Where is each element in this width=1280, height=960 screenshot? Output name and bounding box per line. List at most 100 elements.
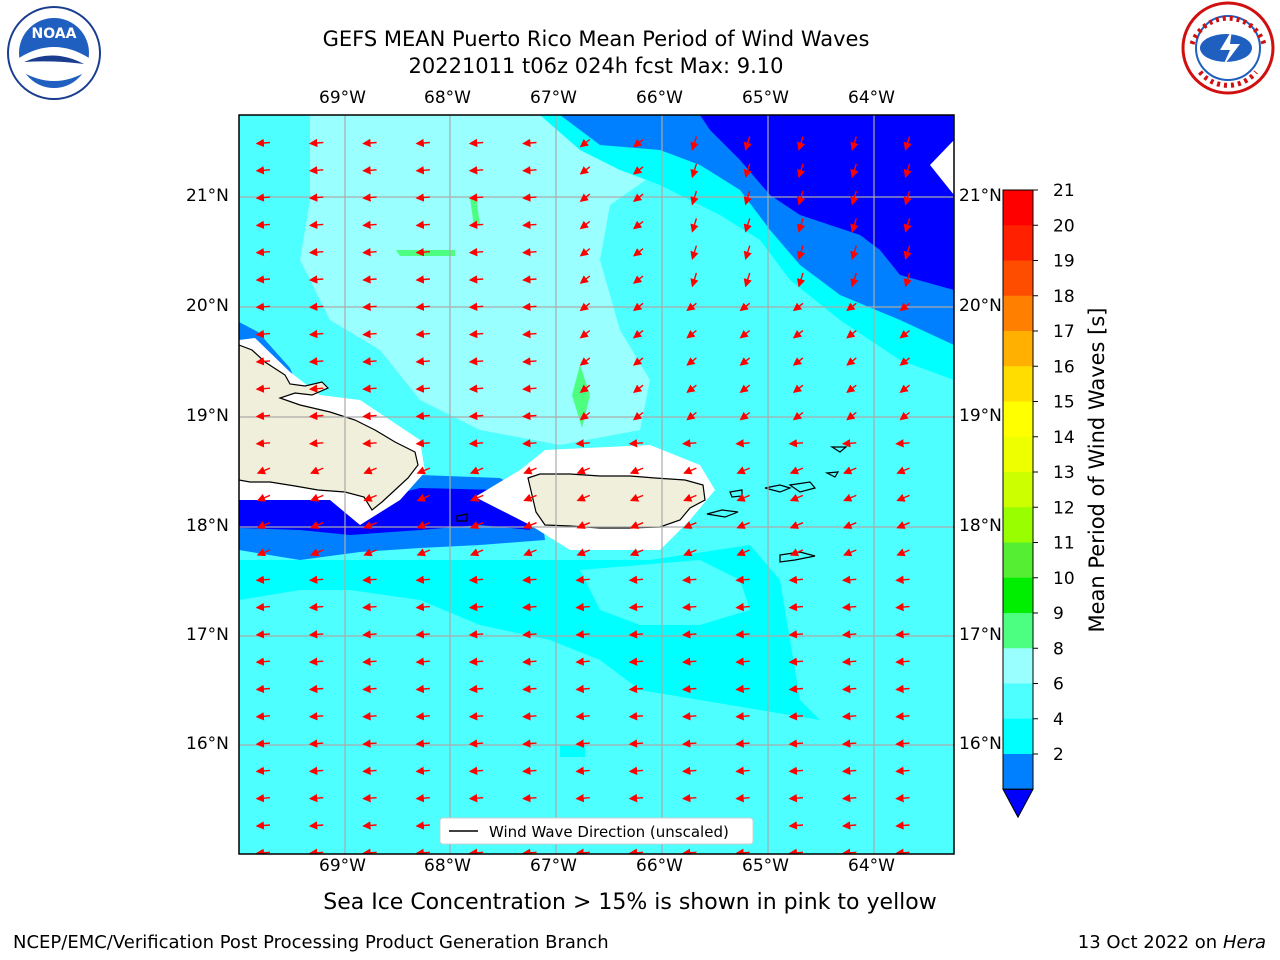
lat-label-right: 21°N (959, 186, 1002, 206)
colorbar-segment (1003, 260, 1033, 297)
wave-arrow (308, 275, 324, 284)
wave-arrow (308, 821, 324, 830)
wave-arrow (256, 466, 271, 475)
colorbar-segment (1003, 401, 1033, 438)
wave-arrow (308, 193, 324, 202)
wave-arrow (415, 275, 430, 284)
colorbar-extend (1002, 788, 1034, 819)
wave-arrow (575, 630, 590, 639)
wave-arrow (895, 657, 910, 666)
wave-arrow (841, 575, 857, 584)
wave-arrow (522, 439, 537, 448)
shade-9-10 (470, 196, 480, 227)
wave-arrow (522, 193, 537, 202)
sea-ice-note: Sea Ice Concentration > 15% is shown in … (323, 890, 937, 915)
wave-arrow (686, 384, 697, 394)
wave-arrow (575, 712, 590, 721)
wave-arrow (308, 302, 324, 311)
wave-arrow (682, 439, 697, 448)
wave-arrow (896, 493, 910, 502)
lon-label-top: 67°W (530, 88, 577, 108)
wave-arrow (628, 439, 644, 448)
wind-wave-arrows (255, 136, 912, 854)
wave-arrow (362, 848, 377, 854)
wave-arrow (690, 163, 699, 179)
lat-label-right: 20°N (959, 296, 1002, 316)
wave-arrow (895, 739, 910, 748)
colorbar-tick-label: 19 (1053, 252, 1075, 272)
wave-arrow (363, 493, 377, 502)
wave-arrow (469, 521, 484, 529)
wave-arrow (579, 193, 591, 202)
wave-arrow (628, 657, 644, 666)
wave-arrow (522, 384, 537, 393)
wave-arrow (579, 329, 591, 339)
wave-arrow (797, 136, 806, 151)
wave-arrow (788, 439, 804, 448)
wave-arrow (308, 439, 324, 448)
colorbar-tick-label: 12 (1053, 498, 1075, 518)
wave-arrow (362, 657, 377, 666)
wave-arrow (575, 739, 590, 748)
wave-arrow (632, 220, 644, 230)
wave-arrow (797, 218, 806, 233)
lon-label-top: 65°W (742, 88, 789, 108)
wave-arrow (468, 220, 484, 230)
colorbar-title: Mean Period of Wind Waves [s] (1085, 307, 1109, 633)
wave-arrow (362, 575, 377, 584)
wave-arrow (739, 357, 751, 366)
lat-label-left: 19°N (186, 406, 229, 426)
puerto-rico-land (527, 473, 706, 529)
wave-arrow (308, 848, 324, 854)
wave-arrow (415, 357, 430, 366)
wave-arrow (308, 712, 324, 721)
wave-arrow (628, 793, 644, 803)
wave-arrow (899, 357, 911, 366)
colorbar-tick-label: 11 (1053, 534, 1075, 554)
wave-arrow (903, 190, 912, 206)
wave-arrow (682, 657, 697, 666)
wave-arrow (788, 766, 804, 776)
wave-arrow (362, 302, 377, 311)
wave-arrow (256, 521, 271, 529)
lon-label-top: 66°W (636, 88, 683, 108)
wave-arrow (468, 848, 484, 854)
wave-arrow (468, 712, 484, 721)
wave-arrow (308, 630, 324, 639)
nws-logo (1181, 1, 1275, 95)
wave-arrow (415, 220, 430, 230)
wave-arrow (690, 136, 699, 151)
wave-arrow (632, 275, 644, 284)
wave-arrow (363, 466, 377, 475)
lon-label-bottom: 69°W (319, 856, 366, 876)
wave-arrow (415, 739, 430, 748)
wave-arrow (895, 684, 910, 694)
wave-arrow (735, 793, 750, 803)
wave-arrow (362, 684, 377, 694)
lat-label-left: 21°N (186, 186, 229, 206)
wave-arrow (362, 138, 377, 148)
wave-arrow (792, 329, 804, 339)
wave-arrow (522, 848, 537, 854)
wave-arrow (686, 302, 697, 312)
wave-arrow (841, 793, 857, 803)
wave-arrow (308, 411, 324, 421)
colorbar-segment (1003, 507, 1033, 543)
wave-arrow (415, 793, 430, 803)
wave-arrow (522, 411, 537, 421)
wave-arrow (308, 657, 324, 666)
wave-arrow (415, 439, 430, 448)
wave-arrow (850, 163, 859, 179)
wave-arrow (788, 602, 804, 612)
wave-arrow (415, 247, 430, 257)
wave-arrow (575, 793, 590, 803)
wave-arrow (522, 220, 537, 230)
wave-arrow (468, 602, 484, 612)
wave-arrow (575, 439, 590, 448)
wave-arrow (255, 411, 271, 421)
wave-arrow (522, 657, 537, 666)
wave-arrow (743, 136, 752, 151)
wave-arrow (895, 630, 910, 639)
wave-arrow (415, 712, 430, 721)
